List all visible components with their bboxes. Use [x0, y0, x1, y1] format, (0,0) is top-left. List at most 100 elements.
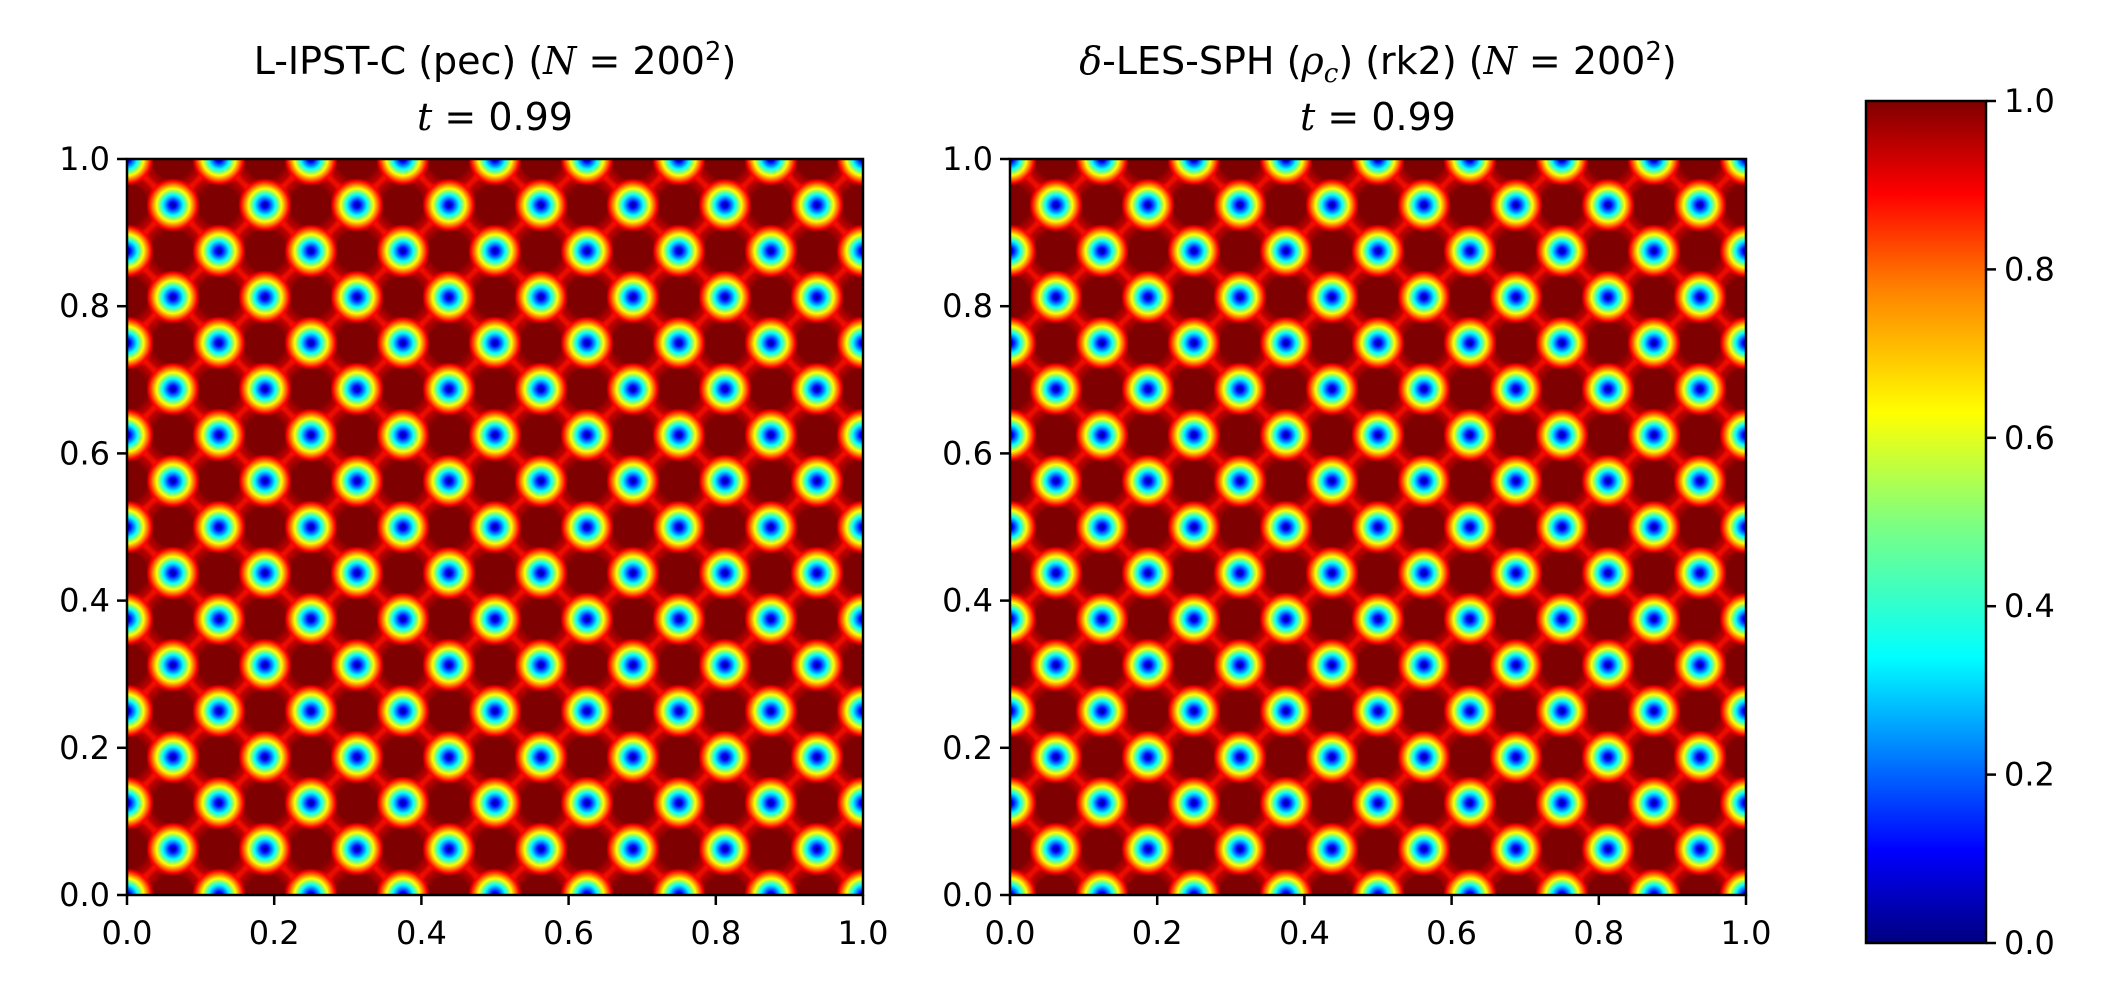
field-min-well: [127, 776, 154, 830]
field-min-well: [1535, 500, 1589, 554]
field-min-well: [560, 776, 614, 830]
y-tick-label: 0.6: [942, 434, 993, 472]
field-min-well: [1075, 408, 1129, 462]
field-max-region: [1434, 629, 1506, 701]
x-tick-label: 0.4: [1279, 914, 1330, 952]
colorbar: 0.0 0.2 0.4 0.6 0.8 1.0: [1864, 82, 2055, 962]
x-tick-label: 0.2: [249, 914, 300, 952]
field-min-well: [1259, 868, 1313, 895]
field-max-region: [1296, 675, 1368, 747]
field-min-well: [1351, 316, 1405, 370]
field-min-well: [1581, 638, 1635, 692]
field-min-well: [1167, 684, 1221, 738]
field-min-well: [744, 868, 798, 895]
field-min-well: [1305, 822, 1359, 876]
field-min-well: [1719, 224, 1746, 278]
field-max-region: [735, 261, 807, 333]
field-max-region: [137, 399, 209, 471]
field-min-well: [1351, 592, 1405, 646]
field-max-region: [505, 307, 577, 379]
field-max-region: [597, 307, 669, 379]
field-min-well: [1075, 316, 1129, 370]
field-max-region: [781, 399, 853, 471]
field-min-well: [284, 592, 338, 646]
field-min-well: [1259, 592, 1313, 646]
field-min-well: [698, 546, 752, 600]
field-min-well: [1305, 270, 1359, 324]
field-min-well: [1535, 408, 1589, 462]
colorbar-tick-label: 0.4: [2004, 587, 2055, 625]
field-min-well: [1259, 500, 1313, 554]
field-max-region: [689, 583, 761, 655]
field-max-region: [137, 307, 209, 379]
field-max-region: [1526, 261, 1598, 333]
field-min-well: [790, 546, 844, 600]
field-min-well: [127, 592, 154, 646]
field-max-region: [459, 261, 531, 333]
field-min-well: [514, 454, 568, 508]
field-max-region: [1664, 583, 1736, 655]
x-tick-label: 1.0: [1721, 914, 1772, 952]
field-max-region: [1572, 215, 1644, 287]
field-min-well: [836, 776, 863, 830]
field-min-well: [606, 638, 660, 692]
field-max-region: [1526, 721, 1598, 793]
field-min-well: [1489, 454, 1543, 508]
field-max-region: [1066, 537, 1138, 609]
field-min-well: [1719, 159, 1746, 186]
field-min-well: [1535, 684, 1589, 738]
field-min-well: [744, 684, 798, 738]
field-max-region: [1250, 721, 1322, 793]
x-tick-label: 0.0: [102, 914, 153, 952]
field-max-region: [1066, 169, 1138, 241]
field-min-well: [1259, 159, 1313, 186]
field-min-well: [1213, 362, 1267, 416]
field-min-well: [376, 500, 430, 554]
field-min-well: [1121, 638, 1175, 692]
field-min-well: [238, 454, 292, 508]
field-min-well: [468, 592, 522, 646]
field-min-well: [468, 684, 522, 738]
field-max-region: [597, 491, 669, 563]
field-max-region: [1204, 491, 1276, 563]
field-min-well: [330, 730, 384, 784]
field-min-well: [1673, 638, 1727, 692]
right-heatmap-field: [1010, 159, 1746, 895]
field-min-well: [146, 362, 200, 416]
field-max-region: [1112, 583, 1184, 655]
right-panel-time: t = 0.99: [1300, 95, 1456, 139]
field-max-region: [781, 307, 853, 379]
field-max-region: [459, 629, 531, 701]
field-max-region: [1158, 721, 1230, 793]
field-min-well: [127, 684, 154, 738]
field-min-well: [1075, 592, 1129, 646]
y-tick-label: 0.6: [59, 434, 110, 472]
field-min-well: [1121, 362, 1175, 416]
field-max-region: [1112, 307, 1184, 379]
field-min-well: [1010, 592, 1037, 646]
field-min-well: [698, 730, 752, 784]
colorbar-ticks: 0.0 0.2 0.4 0.6 0.8 1.0: [1986, 82, 2055, 962]
field-min-well: [1167, 500, 1221, 554]
field-max-region: [1480, 583, 1552, 655]
field-min-well: [836, 868, 863, 895]
field-max-region: [643, 537, 715, 609]
field-max-region: [735, 813, 807, 885]
field-max-region: [459, 537, 531, 609]
field-min-well: [1719, 500, 1746, 554]
field-min-well: [1719, 592, 1746, 646]
field-max-region: [1526, 445, 1598, 517]
field-max-region: [1618, 169, 1690, 241]
field-min-well: [468, 316, 522, 370]
field-max-region: [1664, 491, 1736, 563]
field-min-well: [1443, 684, 1497, 738]
field-min-well: [422, 730, 476, 784]
field-max-region: [229, 675, 301, 747]
field-max-region: [735, 537, 807, 609]
field-min-well: [652, 408, 706, 462]
field-max-region: [1342, 445, 1414, 517]
field-max-region: [459, 813, 531, 885]
field-max-region: [321, 675, 393, 747]
field-min-well: [1075, 500, 1129, 554]
field-max-region: [1388, 767, 1460, 839]
